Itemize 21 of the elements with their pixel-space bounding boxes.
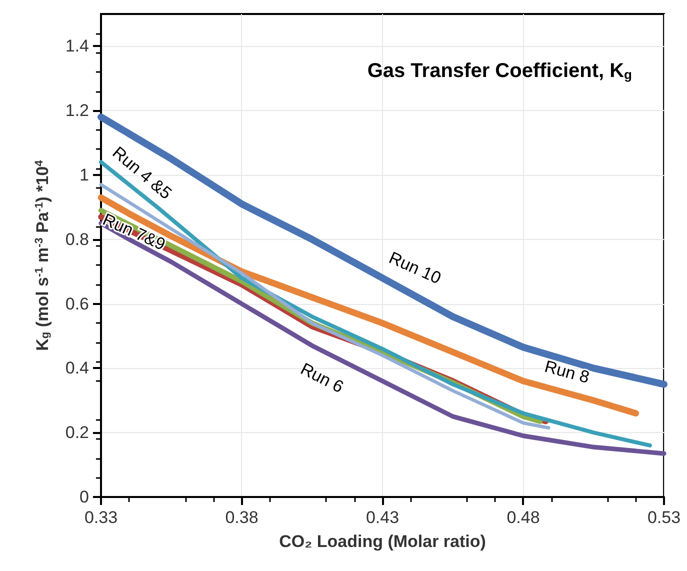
y-tick-label: 1.4 [65, 36, 89, 56]
x-tick-label: 0.38 [225, 508, 258, 527]
annotation: Run 7&9 [100, 210, 168, 254]
annotation: Run 4 &5 [108, 142, 176, 204]
x-axis-title: CO₂ Loading (Molar ratio) [279, 532, 486, 551]
text: Kg (mol s-1 m-3 Pa-1) *104 [33, 160, 52, 351]
annotation: Run 6 [297, 359, 347, 397]
y-tick-label: 0.2 [65, 423, 89, 442]
y-tick-label: 0 [80, 488, 89, 506]
x-tick-label: 0.43 [366, 508, 400, 527]
annotation: Run 8 [542, 356, 592, 388]
y-tick-label: 1.2 [65, 101, 89, 120]
y-tick-label: 0.6 [65, 294, 89, 314]
y-tick-label: 0.8 [65, 230, 89, 249]
x-tick-label: 0.33 [84, 508, 118, 527]
y-tick-label: 0.4 [65, 358, 89, 378]
x-tick-label: 0.53 [647, 508, 681, 527]
x-tick-label: 0.48 [506, 508, 540, 527]
annotation: Run 10 [386, 248, 444, 288]
y-tick-label: 1 [80, 166, 89, 184]
text: Gas Transfer Coefficient, Kg [367, 60, 632, 82]
